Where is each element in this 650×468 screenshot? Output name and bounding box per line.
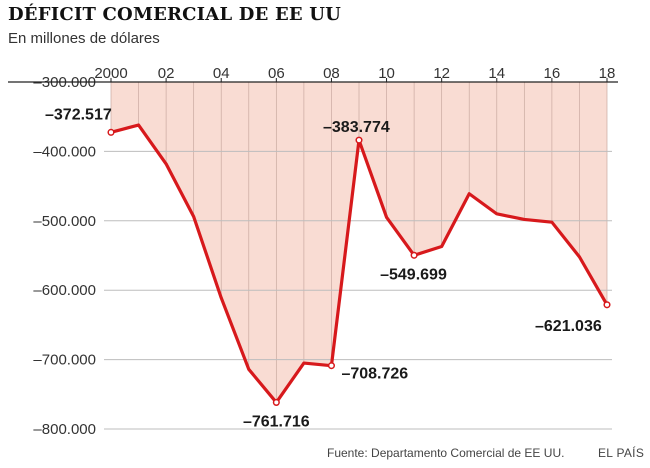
data-point-marker — [603, 301, 611, 309]
data-point-marker — [410, 251, 418, 259]
x-tick-label: 06 — [268, 65, 285, 82]
data-point-marker — [327, 362, 335, 370]
data-label: –708.726 — [341, 366, 408, 383]
y-tick-label: –700.000 — [33, 352, 96, 369]
y-tick-label: –600.000 — [33, 282, 96, 299]
y-tick-label: –500.000 — [33, 213, 96, 230]
x-tick-label: 02 — [158, 65, 175, 82]
x-tick-label: 18 — [599, 65, 616, 82]
data-point-marker — [272, 398, 280, 406]
y-tick-label: –800.000 — [33, 421, 96, 438]
data-label: –621.036 — [535, 318, 602, 335]
x-tick-label: 16 — [544, 65, 561, 82]
chart-subtitle: En millones de dólares — [8, 30, 160, 47]
x-tick-label: 14 — [488, 65, 505, 82]
data-point-marker — [355, 136, 363, 144]
x-tick-label: 2000 — [94, 65, 127, 82]
data-label: –383.774 — [323, 119, 390, 136]
data-label: –372.517 — [45, 106, 112, 123]
source-note: Fuente: Departamento Comercial de EE UU. — [327, 446, 565, 460]
data-label: –761.716 — [243, 413, 310, 430]
publisher-brand: EL PAÍS — [598, 446, 645, 460]
x-tick-label: 12 — [433, 65, 450, 82]
x-tick-label: 10 — [378, 65, 395, 82]
x-tick-label: 08 — [323, 65, 340, 82]
data-point-marker — [107, 128, 115, 136]
data-label: –549.699 — [380, 266, 447, 283]
x-tick-label: 04 — [213, 65, 230, 82]
y-tick-label: –400.000 — [33, 143, 96, 160]
chart-title: DÉFICIT COMERCIAL DE EE UU — [8, 4, 342, 25]
area-fill — [111, 82, 607, 403]
